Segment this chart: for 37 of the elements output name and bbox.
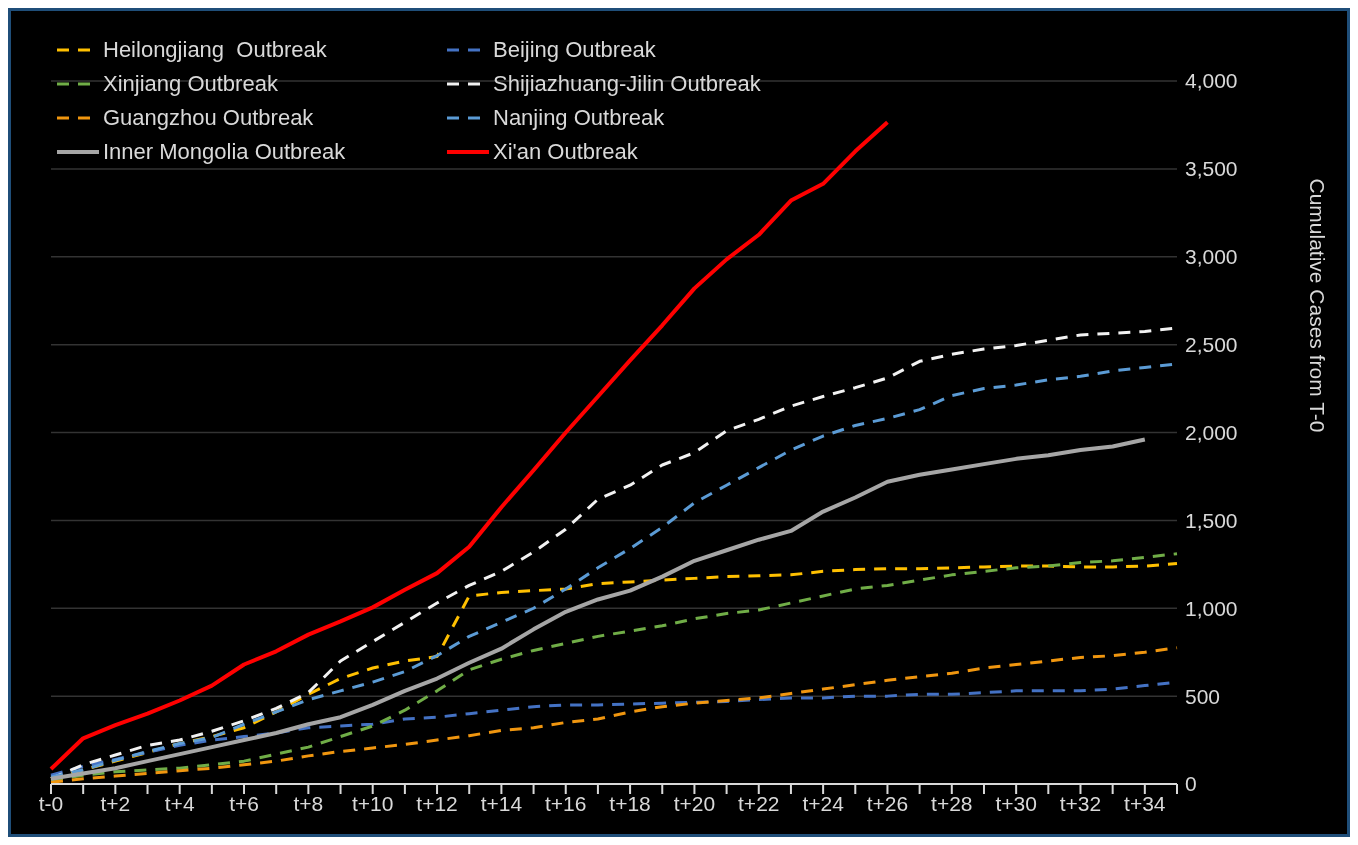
y2-tick-label: 1,500 — [1185, 508, 1238, 532]
legend-label: Guangzhou Outbreak — [103, 105, 314, 131]
x-tick-label: t+22 — [738, 791, 780, 815]
x-tick-label: t+10 — [351, 791, 394, 815]
x-tick-label: t+14 — [480, 791, 523, 815]
y2-tick-label: 0 — [1185, 772, 1197, 796]
x-tick-label: t+8 — [293, 791, 324, 815]
legend-label: Heilongjiang Outbreak — [103, 37, 327, 63]
x-tick-label: t-0 — [38, 791, 64, 815]
legend-label: Nanjing Outbreak — [493, 105, 665, 131]
legend-label: Beijing Outbreak — [493, 37, 656, 63]
x-tick-label: t+16 — [545, 791, 587, 815]
legend-label: Xi'an Outbreak — [493, 139, 638, 165]
x-tick-label: t+26 — [866, 791, 909, 815]
y2-tick-label: 2,500 — [1185, 333, 1238, 357]
x-tick-label: t+12 — [416, 791, 458, 815]
x-tick-label: t+34 — [1124, 791, 1166, 815]
x-tick-label: t+20 — [673, 791, 716, 815]
x-tick-label: t+2 — [100, 791, 131, 815]
legend-label: Xinjiang Outbreak — [103, 71, 278, 97]
y2-tick-label: 500 — [1185, 684, 1221, 708]
x-tick-label: t+4 — [164, 791, 195, 815]
y2-tick-label: 3,000 — [1185, 245, 1238, 269]
y2-tick-label: 3,500 — [1185, 157, 1238, 181]
y2-tick-label: 1,000 — [1185, 596, 1238, 620]
line-series — [49, 437, 1147, 781]
y2-tick-label: 2,000 — [1185, 420, 1238, 444]
x-tick-label: t+28 — [931, 791, 973, 815]
x-tick-label: t+6 — [229, 791, 259, 815]
x-tick-label: t+32 — [1059, 791, 1102, 815]
x-tick-label: t+18 — [609, 791, 651, 815]
legend-label: Shijiazhuang-Jilin Outbreak — [493, 71, 761, 97]
legend-label: Inner Mongolia Outbreak — [103, 139, 346, 165]
x-tick-label: t+30 — [995, 791, 1037, 815]
x-tick-label: t+24 — [802, 791, 845, 815]
y2-tick-label: 4,000 — [1185, 69, 1238, 93]
y2-axis-title: Cumulative Cases from T-0 — [1305, 178, 1329, 433]
